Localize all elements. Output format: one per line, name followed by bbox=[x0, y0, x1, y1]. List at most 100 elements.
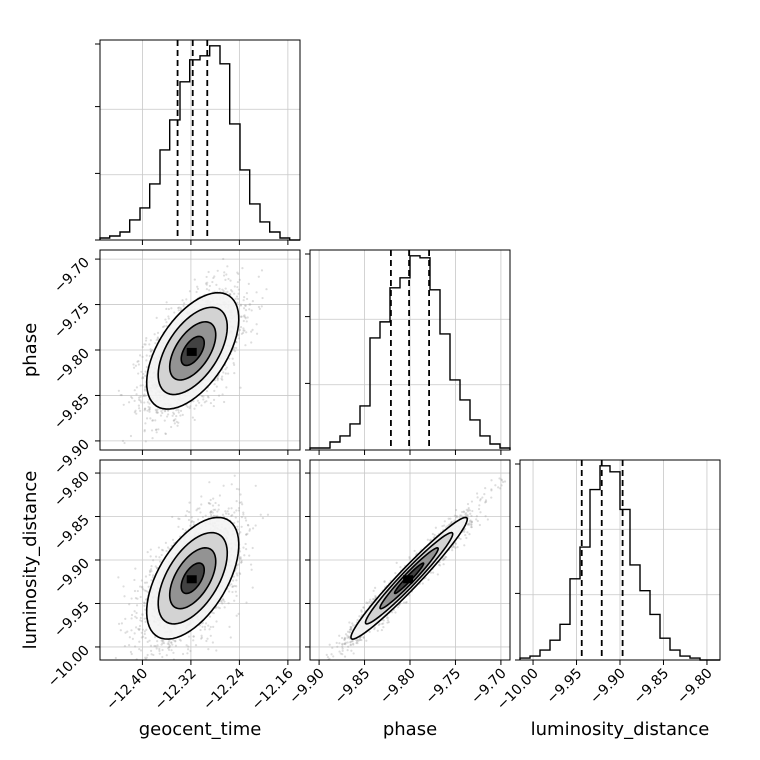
sample-point bbox=[130, 597, 133, 600]
sample-point bbox=[191, 416, 194, 419]
sample-point bbox=[222, 598, 225, 602]
sample-point bbox=[172, 419, 176, 422]
sample-point bbox=[179, 307, 182, 310]
sample-point bbox=[237, 612, 240, 615]
sample-point bbox=[156, 408, 159, 411]
sample-point bbox=[144, 385, 147, 389]
sample-point bbox=[133, 610, 136, 613]
sample-point bbox=[251, 328, 254, 331]
sample-point bbox=[212, 497, 215, 500]
sample-point bbox=[221, 375, 224, 378]
sample-point bbox=[221, 288, 224, 291]
sample-point bbox=[235, 579, 238, 582]
sample-point bbox=[245, 533, 248, 536]
sample-point bbox=[145, 365, 148, 369]
sample-point bbox=[186, 405, 189, 409]
sample-point bbox=[192, 523, 196, 526]
sample-point bbox=[241, 503, 244, 506]
sample-point bbox=[220, 600, 223, 603]
sample-point bbox=[164, 541, 167, 544]
sample-point bbox=[133, 645, 137, 648]
sample-point bbox=[127, 401, 131, 404]
sample-point bbox=[143, 589, 146, 592]
sample-point bbox=[162, 642, 166, 645]
sample-point bbox=[255, 332, 259, 335]
sample-point bbox=[144, 620, 147, 623]
sample-point bbox=[175, 415, 178, 418]
sample-point bbox=[224, 287, 227, 290]
sample-point bbox=[140, 636, 143, 639]
sample-point bbox=[200, 636, 204, 639]
sample-point bbox=[138, 627, 141, 631]
sample-point bbox=[141, 375, 144, 379]
sample-point bbox=[130, 629, 133, 632]
sample-point bbox=[224, 368, 227, 371]
sample-point bbox=[205, 275, 208, 279]
sample-point bbox=[164, 432, 167, 435]
sample-point bbox=[181, 652, 185, 656]
sample-point bbox=[200, 495, 203, 498]
sample-point bbox=[124, 631, 127, 634]
sample-point bbox=[222, 371, 225, 374]
sample-point bbox=[235, 566, 238, 570]
sample-point bbox=[221, 378, 224, 381]
sample-point bbox=[148, 408, 151, 411]
sample-point bbox=[149, 339, 152, 342]
sample-point bbox=[232, 348, 235, 351]
sample-point bbox=[142, 372, 145, 376]
sample-point bbox=[188, 290, 192, 293]
sample-point bbox=[224, 510, 227, 513]
sample-point bbox=[174, 644, 178, 647]
sample-point bbox=[166, 409, 170, 412]
sample-point bbox=[202, 395, 205, 398]
sample-point bbox=[151, 349, 154, 352]
sample-point bbox=[222, 289, 225, 293]
sample-point bbox=[148, 354, 151, 358]
sample-point bbox=[244, 304, 247, 307]
sample-point bbox=[250, 330, 253, 333]
sample-point bbox=[137, 372, 140, 375]
sample-point bbox=[222, 274, 226, 277]
sample-point bbox=[209, 511, 212, 514]
sample-point bbox=[145, 581, 149, 584]
sample-point bbox=[173, 422, 176, 425]
sample-point bbox=[160, 639, 163, 642]
sample-point bbox=[240, 315, 243, 318]
sample-point bbox=[181, 299, 184, 302]
sample-point bbox=[144, 339, 148, 342]
sample-point bbox=[222, 257, 225, 261]
sample-point bbox=[233, 285, 236, 288]
sample-point bbox=[200, 404, 203, 407]
sample-point bbox=[206, 395, 210, 398]
sample-point bbox=[242, 299, 245, 302]
sample-point bbox=[244, 304, 247, 307]
sample-point bbox=[168, 644, 171, 647]
sample-point bbox=[207, 648, 210, 651]
sample-point bbox=[213, 389, 216, 392]
sample-point bbox=[150, 653, 153, 656]
sample-point bbox=[239, 304, 243, 307]
sample-point bbox=[157, 546, 160, 549]
sample-point bbox=[144, 589, 148, 592]
sample-point bbox=[153, 333, 156, 336]
sample-point bbox=[130, 395, 133, 399]
sample-point bbox=[192, 635, 195, 638]
sample-point bbox=[137, 360, 140, 363]
sample-point bbox=[207, 501, 210, 505]
sample-point bbox=[164, 409, 167, 412]
sample-point bbox=[205, 400, 208, 403]
sample-point bbox=[192, 635, 195, 638]
sample-point bbox=[143, 602, 146, 605]
sample-point bbox=[233, 511, 236, 514]
sample-point bbox=[159, 414, 163, 417]
sample-point bbox=[196, 287, 200, 290]
sample-point bbox=[235, 295, 239, 298]
sample-point bbox=[233, 350, 237, 353]
sample-point bbox=[247, 282, 250, 285]
sample-point bbox=[138, 648, 141, 651]
hist-panel-geocent_time bbox=[95, 39, 301, 245]
sample-point bbox=[227, 372, 230, 375]
sample-point bbox=[235, 594, 238, 597]
sample-point bbox=[122, 403, 125, 406]
